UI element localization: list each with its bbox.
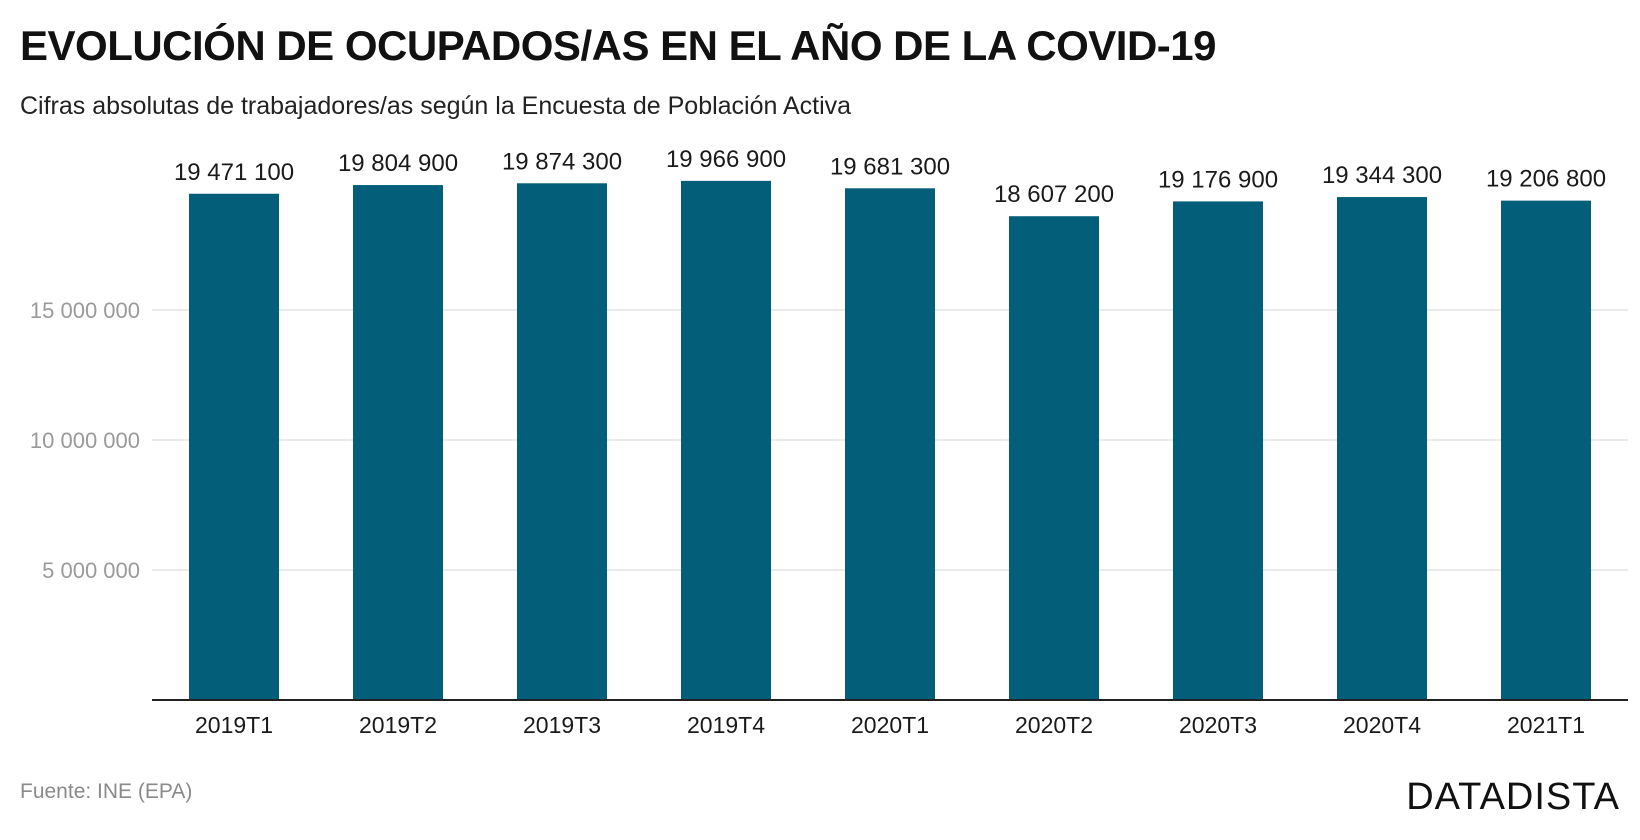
bar-value-label: 19 681 300 <box>830 153 950 180</box>
bar-value-label: 19 874 300 <box>502 148 622 175</box>
bar <box>681 180 771 700</box>
bar <box>1337 197 1427 700</box>
bar <box>1173 201 1263 700</box>
bar-value-label: 19 176 900 <box>1158 166 1278 193</box>
x-tick-label: 2019T3 <box>523 712 601 738</box>
chart-subtitle: Cifras absolutas de trabajadores/as segú… <box>20 92 852 120</box>
source-note: Fuente: INE (EPA) <box>20 780 193 803</box>
chart-title: EVOLUCIÓN DE OCUPADOS/AS EN EL AÑO DE LA… <box>20 22 1216 69</box>
bar-value-label: 19 966 900 <box>666 146 786 173</box>
bar <box>353 185 443 700</box>
x-tick-label: 2020T3 <box>1179 712 1257 738</box>
bar <box>189 193 279 700</box>
x-tick-label: 2019T4 <box>687 712 765 738</box>
bar-value-label: 19 804 900 <box>338 150 458 177</box>
x-tick-label: 2020T4 <box>1343 712 1421 738</box>
x-tick-label: 2019T2 <box>359 712 437 738</box>
bar <box>845 188 935 700</box>
x-tick-label: 2020T2 <box>1015 712 1093 738</box>
y-tick-label: 10 000 000 <box>30 428 140 453</box>
bar <box>1009 216 1099 700</box>
bar <box>517 183 607 701</box>
bar-value-label: 19 471 100 <box>174 159 294 186</box>
y-tick-label: 15 000 000 <box>30 298 140 323</box>
x-tick-label: 2021T1 <box>1507 712 1585 738</box>
x-tick-label: 2020T1 <box>851 712 929 738</box>
bar-value-label: 18 607 200 <box>994 181 1114 208</box>
bar-value-label: 19 206 800 <box>1486 166 1606 193</box>
x-tick-label: 2019T1 <box>195 712 273 738</box>
bar <box>1501 200 1591 700</box>
y-tick-label: 5 000 000 <box>42 558 140 583</box>
bar-value-label: 19 344 300 <box>1322 162 1442 189</box>
brand-logo: DATADISTA <box>1406 776 1620 818</box>
